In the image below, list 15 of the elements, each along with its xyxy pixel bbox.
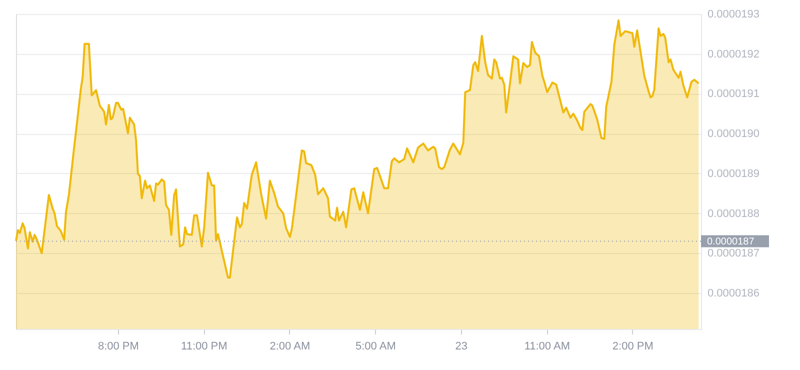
y-tick-label: 0.0000190 — [708, 128, 760, 140]
x-tick-label: 8:00 PM — [98, 340, 139, 352]
y-tick-label: 0.0000188 — [708, 208, 760, 220]
y-tick-label: 0.0000189 — [708, 168, 760, 180]
y-tick-label: 0.0000193 — [708, 8, 760, 20]
x-tick-label: 11:00 PM — [181, 340, 228, 352]
y-tick-label: 0.0000187 — [708, 248, 760, 260]
y-tick-label: 0.0000186 — [708, 288, 760, 300]
x-tick-label: 23 — [455, 340, 468, 352]
x-tick-label: 11:00 AM — [524, 340, 570, 352]
x-tick-label: 2:00 PM — [612, 340, 654, 352]
x-tick-label: 5:00 AM — [355, 340, 396, 352]
y-tick-label: 0.0000192 — [708, 48, 760, 60]
x-tick-label: 2:00 AM — [270, 340, 310, 352]
y-tick-label: 0.0000191 — [708, 88, 760, 100]
